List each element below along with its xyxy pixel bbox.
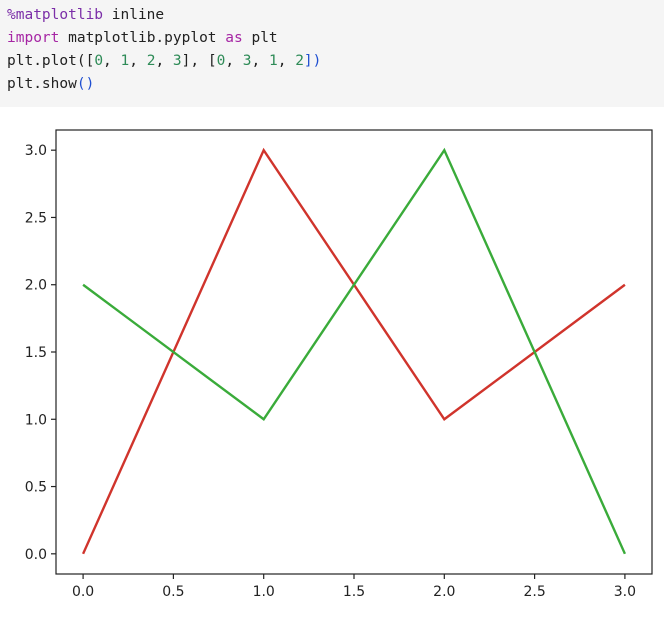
y-tick-label: 2.0 [25, 278, 47, 294]
code-line: import matplotlib.pyplot as plt [7, 27, 664, 50]
y-tick-label: 3.0 [25, 143, 47, 159]
series-line-2 [82, 147, 627, 555]
code-token: ], [ [181, 53, 217, 69]
code-line: %matplotlib inline [7, 4, 664, 27]
y-tick-label: 1.5 [25, 345, 47, 361]
axes-frame [55, 129, 653, 575]
x-tick-label: 0.5 [162, 584, 184, 600]
x-tick-label: 1.0 [253, 584, 275, 600]
code-token: () [76, 76, 95, 92]
code-token: plt [242, 30, 278, 46]
code-line: plt.show() [7, 73, 664, 96]
code-token: inline [103, 7, 165, 23]
code-token: 2 [146, 53, 156, 69]
series-line-1 [81, 147, 626, 555]
code-token: 2 [295, 53, 304, 69]
code-token: 3 [172, 53, 182, 69]
code-token: , [155, 53, 173, 69]
code-token: 1 [268, 53, 278, 69]
x-tick-label: 1.5 [343, 584, 365, 600]
y-tick-label: 1.0 [25, 412, 47, 428]
y-tick-label: 2.5 [25, 210, 47, 226]
code-token: , [103, 53, 121, 69]
y-tick-label: 0.0 [25, 547, 47, 563]
code-token: %matplotlib [7, 7, 104, 23]
code-token: import [7, 30, 60, 46]
code-token: plt.show [7, 76, 77, 92]
code-token: , [277, 53, 296, 69]
code-cell[interactable]: %matplotlib inline import matplotlib.pypl… [0, 0, 664, 107]
code-token: ]) [303, 53, 322, 69]
code-token: 3 [242, 53, 252, 69]
x-tick-label: 2.0 [433, 584, 455, 600]
code-token: plt.plot([ [7, 53, 95, 69]
code-token: , [129, 53, 147, 69]
code-token: , [225, 53, 243, 69]
y-tick-label: 0.5 [25, 480, 47, 496]
code-editor[interactable]: %matplotlib inline import matplotlib.pypl… [7, 4, 664, 96]
code-token: 1 [120, 53, 130, 69]
code-token: matplotlib.pyplot [59, 30, 226, 46]
x-tick-label: 3.0 [614, 584, 636, 600]
code-token: 0 [216, 53, 226, 69]
line-chart: 0.0 0.5 1.0 1.5 2.0 2.5 3.0 0.0 0.5 1.0 1.5 2.0 2.5 3… [25, 129, 653, 600]
plot-output: 0.0 0.5 1.0 1.5 2.0 2.5 3.0 0.0 0.5 1.0 1.5 2.0 2.5 3… [0, 110, 664, 613]
code-token: 0 [94, 53, 104, 69]
code-token: as [225, 30, 243, 46]
x-tick-label: 0.0 [72, 584, 94, 600]
code-token: , [251, 53, 269, 69]
x-tick-label: 2.5 [523, 584, 545, 600]
code-line: plt.plot([0, 1, 2, 3], [0, 3, 1, 2]) [7, 50, 664, 73]
